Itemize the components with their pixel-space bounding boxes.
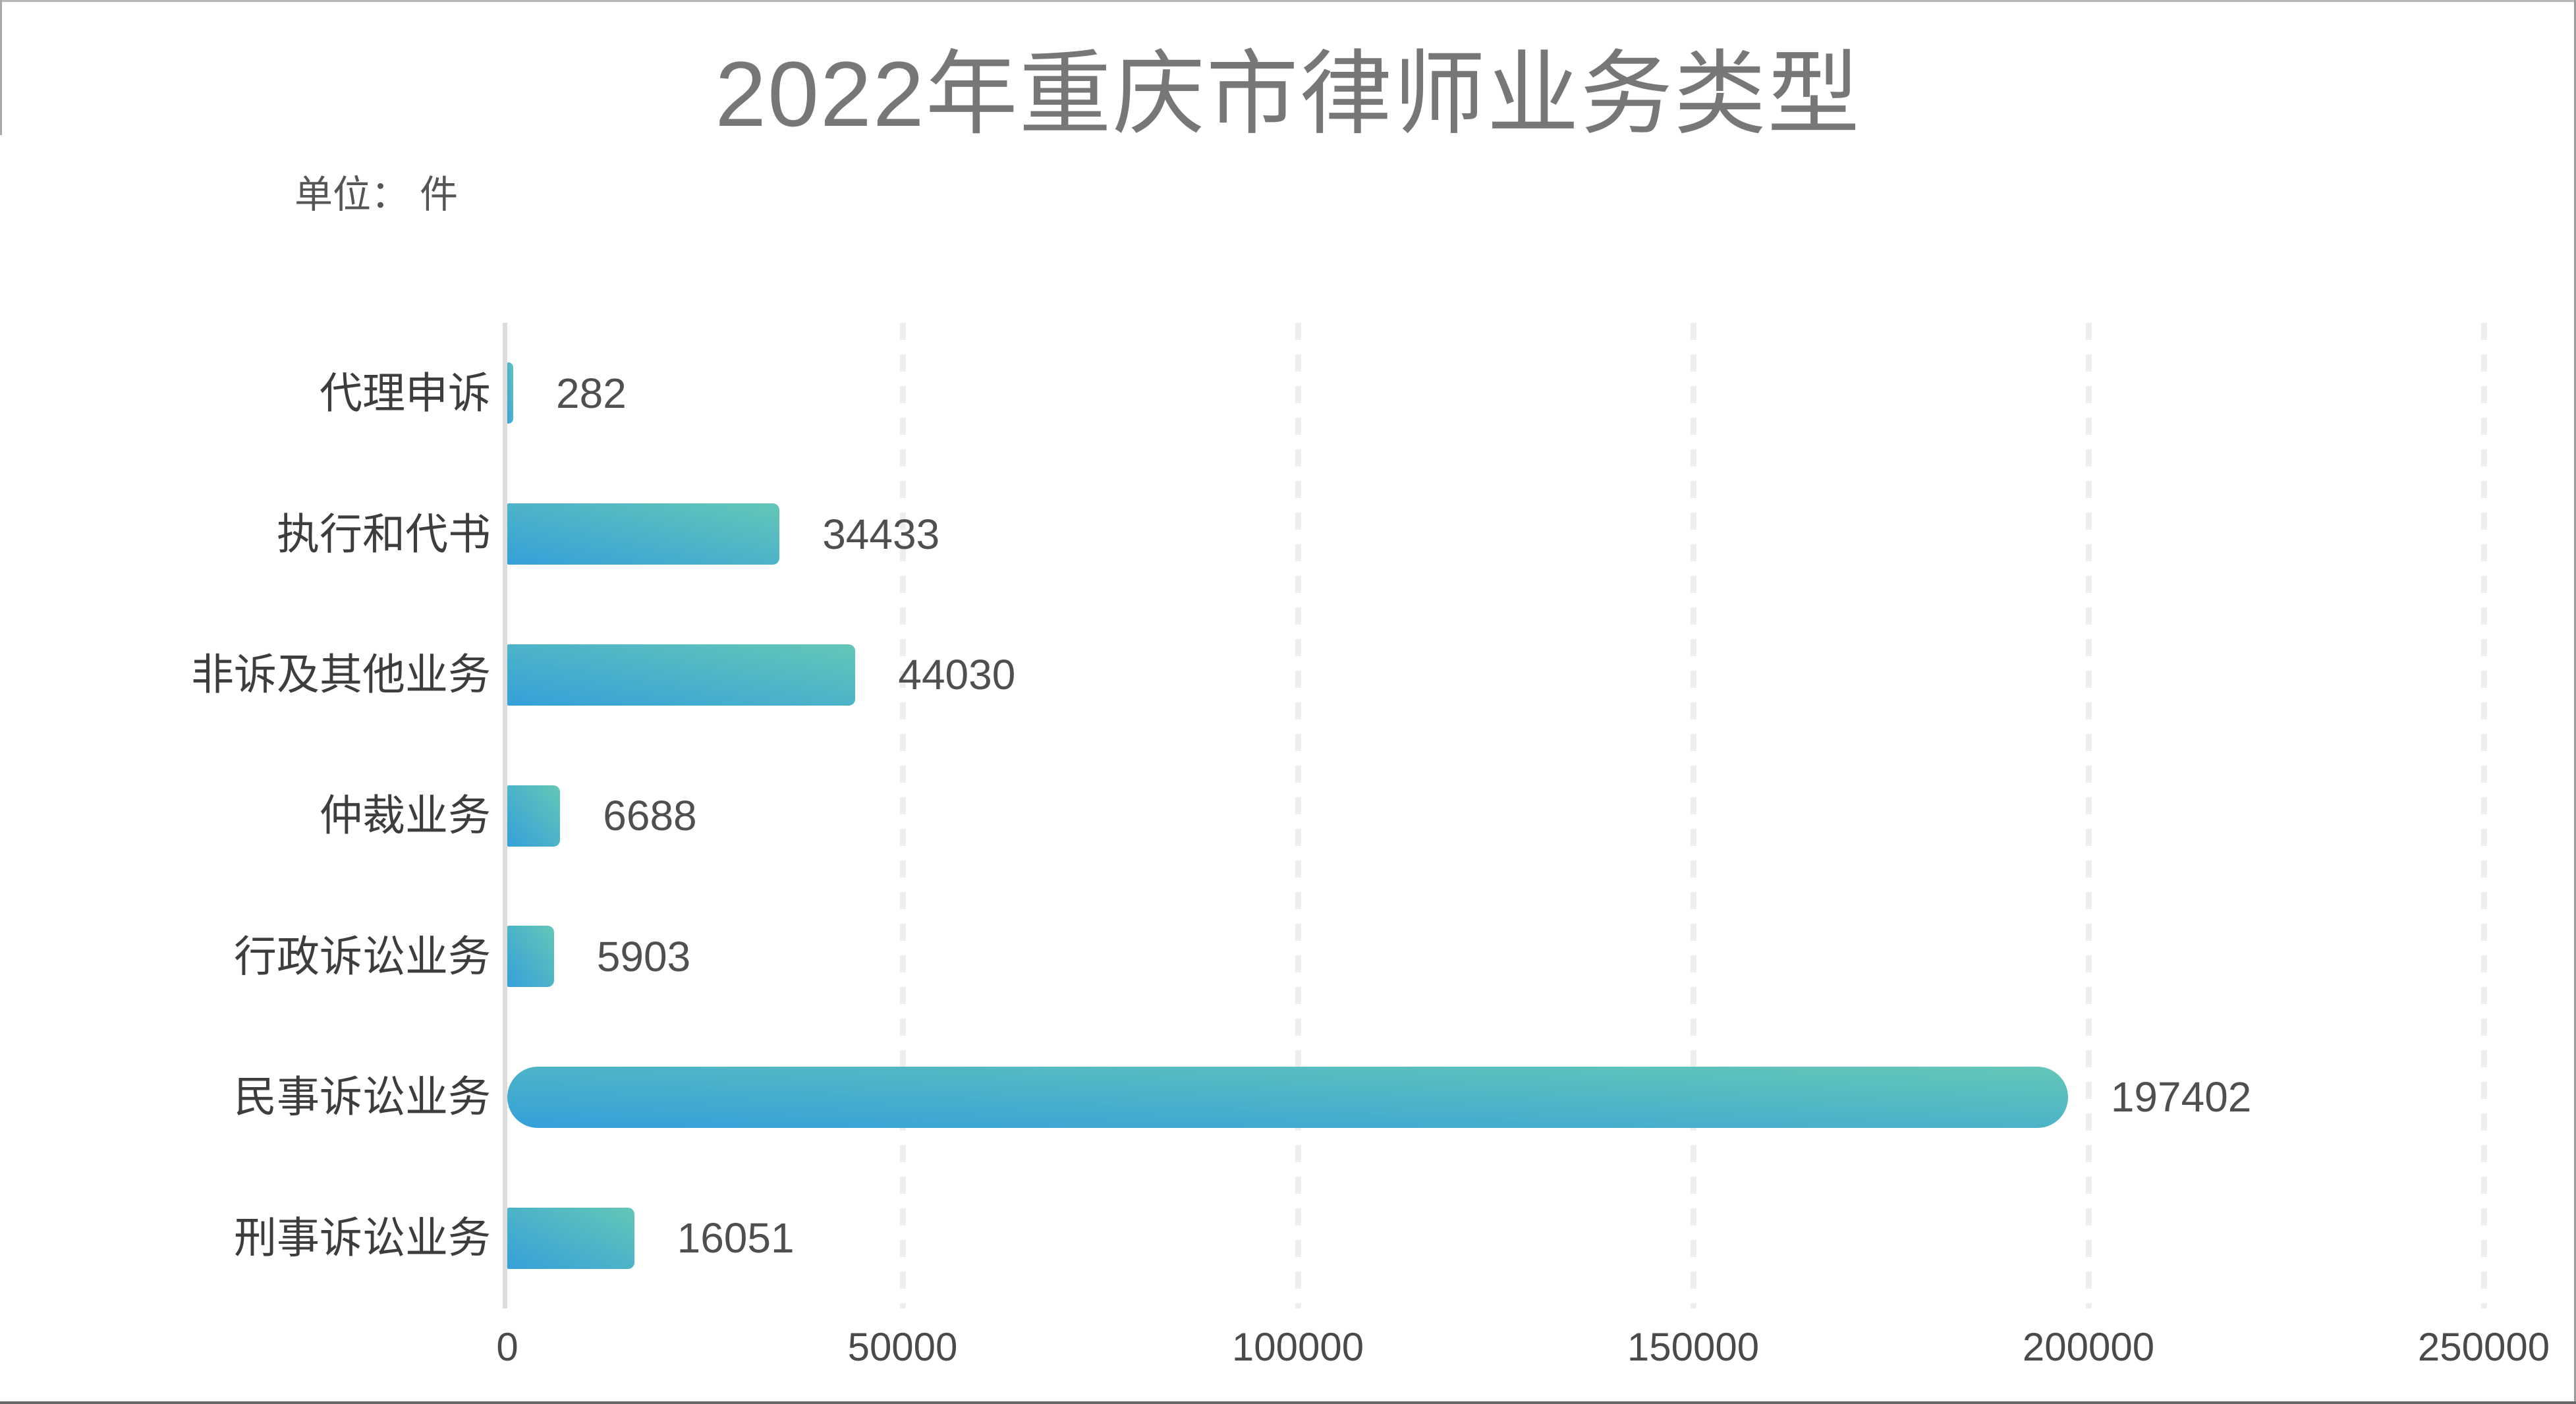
x-tick-label: 150000: [1627, 1325, 1760, 1369]
gridline: [2480, 323, 2487, 1308]
frame-border-bottom: [0, 1401, 2576, 1404]
category-label: 非诉及其他业务: [190, 650, 491, 699]
bar: [507, 926, 554, 988]
x-tick-label: 200000: [2022, 1325, 2155, 1369]
unit-label: 单位： 件: [294, 173, 459, 216]
value-label: 197402: [2110, 1073, 2252, 1121]
bar: [507, 644, 856, 706]
chart-title: 2022年重庆市律师业务类型: [715, 42, 1861, 146]
bar: [507, 503, 780, 565]
value-label: 5903: [596, 932, 691, 980]
category-label: 执行和代书: [276, 509, 491, 558]
bar: [507, 362, 513, 424]
value-label: 16051: [677, 1214, 795, 1262]
category-label: 刑事诉讼业务: [233, 1214, 491, 1262]
gridline: [2085, 323, 2092, 1308]
bar: [507, 1207, 634, 1269]
category-label: 民事诉讼业务: [233, 1073, 491, 1121]
x-tick-label: 100000: [1231, 1325, 1364, 1369]
category-axis: 代理申诉执行和代书非诉及其他业务仲裁业务行政诉讼业务 民事诉讼业务 刑事诉讼业务: [0, 323, 491, 1308]
plot-area: 0 50000 100000 150000 200000 250000 282 34433 44…: [496, 323, 2550, 1369]
category-label: 行政诉讼业务: [233, 932, 491, 980]
bar: [507, 1066, 2068, 1128]
gridline: [1295, 323, 1301, 1308]
category-label: 仲裁业务: [319, 791, 491, 839]
frame-border-right: [2574, 0, 2576, 1404]
x-tick-label: 50000: [847, 1325, 958, 1369]
bar: [507, 785, 561, 847]
category-label: 代理申诉: [319, 368, 491, 417]
value-label: 6688: [603, 792, 697, 839]
gridline: [899, 323, 906, 1308]
x-tick-label: 0: [496, 1325, 518, 1369]
value-label: 282: [556, 369, 627, 417]
frame-border-left-mark: [0, 0, 2, 135]
value-label: 34433: [822, 510, 940, 558]
y-axis-line: [503, 323, 507, 1308]
x-tick-label: 250000: [2417, 1325, 2550, 1369]
gridline: [1690, 323, 1696, 1308]
value-label: 44030: [898, 651, 1016, 699]
frame-border-top: [0, 0, 2576, 2]
